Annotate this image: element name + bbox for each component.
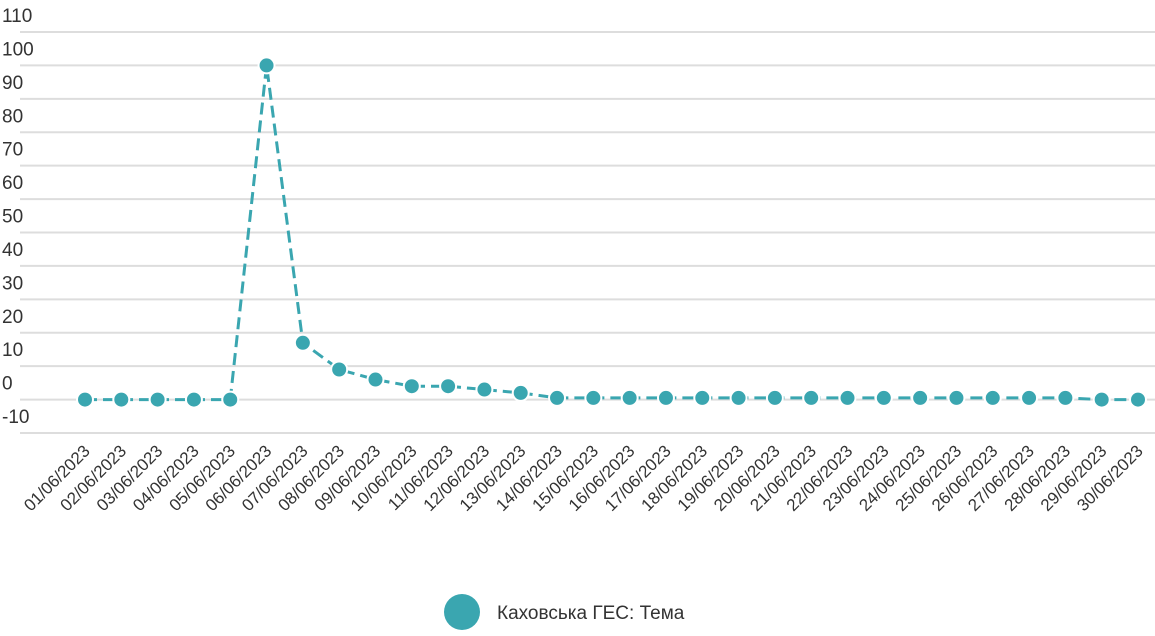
point [874,388,893,407]
legend-marker [444,594,480,630]
point [802,388,821,407]
point [1092,390,1111,409]
point [330,360,349,379]
point [729,388,748,407]
y-tick-label: 40 [2,240,23,261]
point [475,380,494,399]
y-tick-label: 50 [2,207,23,228]
point [293,333,312,352]
point [184,390,203,409]
point [765,388,784,407]
y-tick-label: -10 [2,407,29,428]
point [911,388,930,407]
point [221,390,240,409]
point [983,388,1002,407]
point [656,388,675,407]
point [1056,388,1075,407]
point [947,388,966,407]
point [693,388,712,407]
y-tick-label: 30 [2,273,23,294]
point [439,377,458,396]
point [76,390,94,409]
point [1129,390,1147,409]
y-tick-label: 90 [2,73,23,94]
point [402,377,421,396]
y-tick-label: 100 [2,39,34,60]
point [511,383,530,402]
y-tick-label: 80 [2,106,23,127]
point [620,388,639,407]
point [257,56,276,75]
point [838,388,857,407]
point [148,390,167,409]
y-tick-label: 60 [2,173,23,194]
point [366,370,385,389]
y-tick-label: 70 [2,140,23,161]
point [1020,388,1039,407]
legend-label: Каховська ГЕС: Тема [497,603,685,624]
point [584,388,603,407]
y-tick-label: 20 [2,307,23,328]
y-tick-label: 0 [2,374,13,395]
y-tick-label: 10 [2,340,23,361]
point [548,388,567,407]
y-tick-label: 110 [2,6,32,27]
point [112,390,131,409]
